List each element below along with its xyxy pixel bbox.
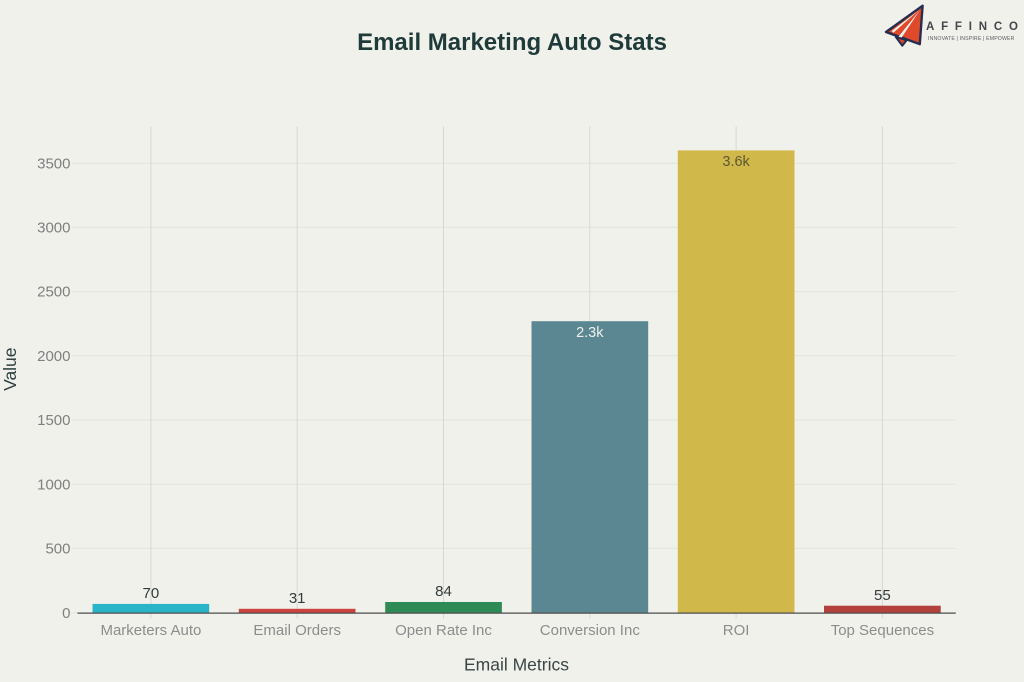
svg-text:1000: 1000 bbox=[37, 476, 70, 493]
svg-text:0: 0 bbox=[62, 605, 70, 622]
svg-text:31: 31 bbox=[289, 590, 306, 607]
svg-text:2500: 2500 bbox=[37, 284, 70, 301]
svg-text:Open Rate Inc: Open Rate Inc bbox=[395, 622, 492, 639]
svg-text:84: 84 bbox=[435, 583, 452, 600]
svg-text:AFFINCO: AFFINCO bbox=[926, 21, 1024, 33]
svg-text:Email Metrics: Email Metrics bbox=[464, 654, 569, 674]
svg-text:2000: 2000 bbox=[37, 348, 70, 365]
svg-text:1500: 1500 bbox=[37, 412, 70, 429]
svg-text:2.3k: 2.3k bbox=[576, 325, 604, 341]
svg-text:Email Orders: Email Orders bbox=[253, 622, 341, 639]
svg-text:Marketers Auto: Marketers Auto bbox=[100, 622, 201, 639]
svg-text:INNOVATE | INSPIRE | EMPOWER: INNOVATE | INSPIRE | EMPOWER bbox=[928, 36, 1015, 42]
svg-text:3500: 3500 bbox=[37, 155, 70, 172]
svg-text:ROI: ROI bbox=[723, 622, 750, 639]
svg-text:Conversion Inc: Conversion Inc bbox=[540, 622, 641, 639]
svg-text:55: 55 bbox=[874, 587, 891, 604]
svg-text:70: 70 bbox=[143, 585, 160, 602]
svg-text:500: 500 bbox=[45, 541, 70, 558]
svg-text:3.6k: 3.6k bbox=[722, 154, 750, 170]
svg-text:3000: 3000 bbox=[37, 220, 70, 237]
svg-text:Value: Value bbox=[0, 347, 20, 390]
svg-text:Top Sequences: Top Sequences bbox=[831, 622, 934, 639]
